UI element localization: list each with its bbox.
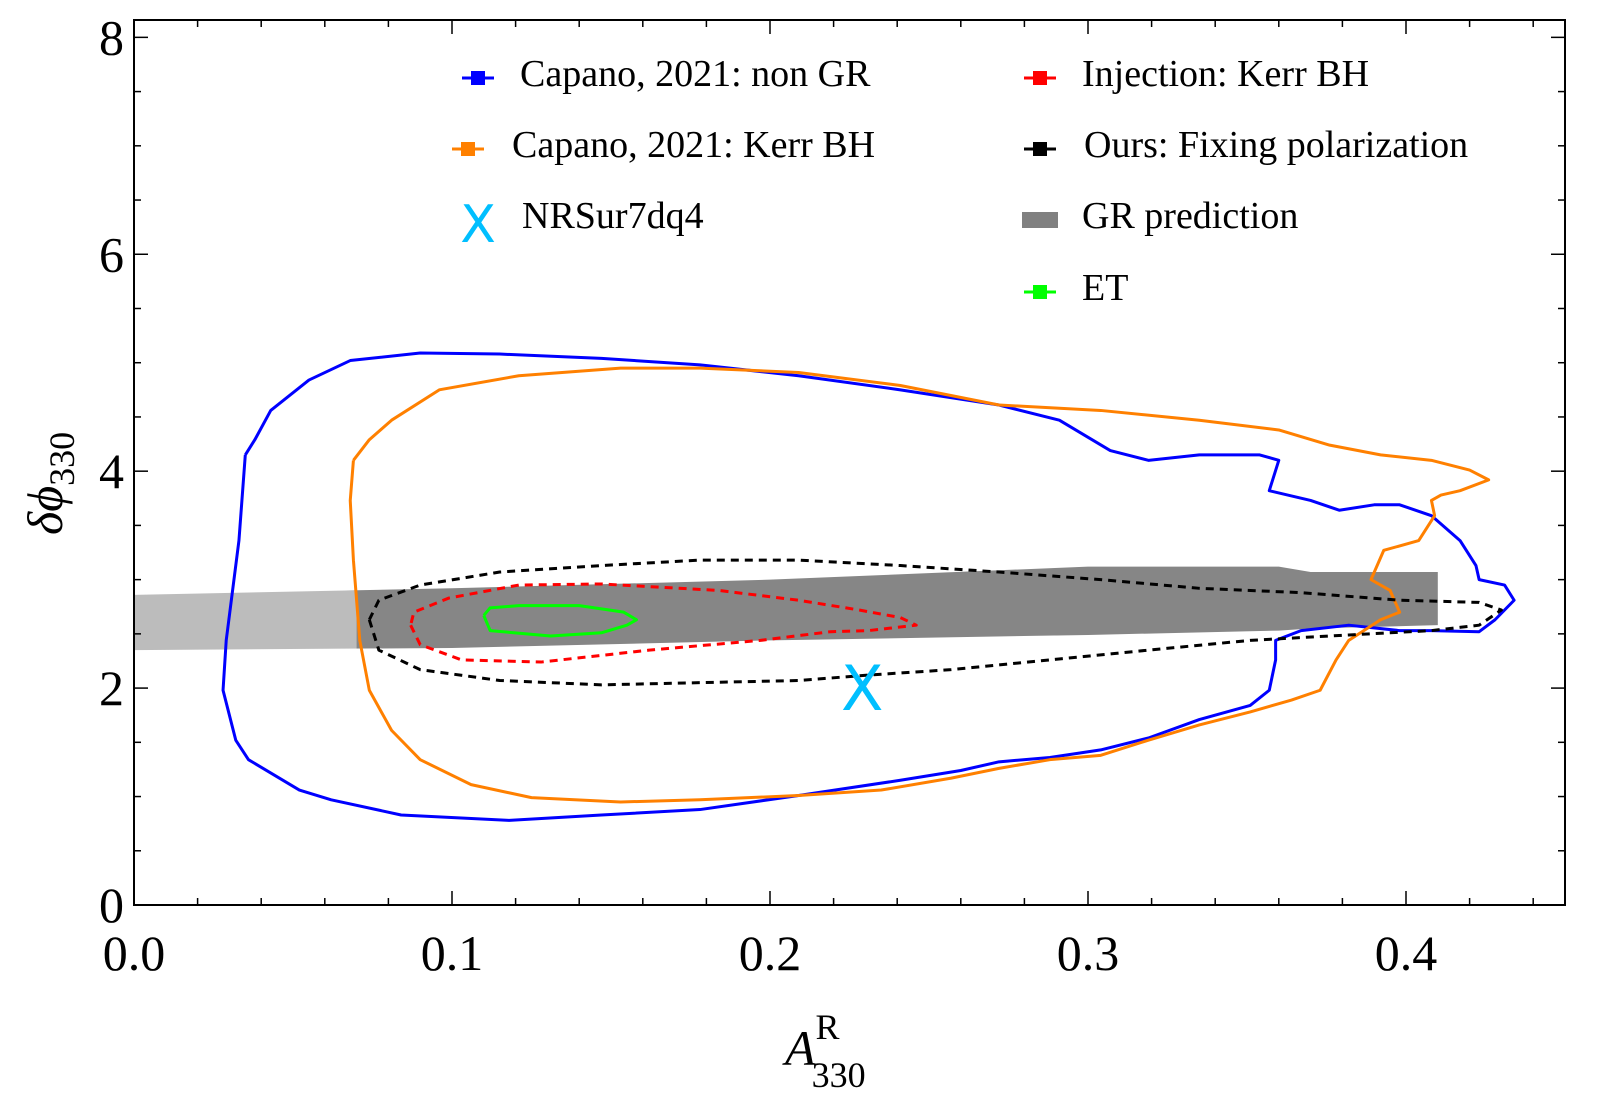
x-tick-label: 0.0 — [103, 925, 166, 981]
y-tick-label: 0 — [99, 877, 124, 933]
series-layer — [221, 351, 1516, 822]
x-axis-label: AR 330 — [782, 1007, 866, 1095]
legend-label: NRSur7dq4 — [522, 195, 704, 237]
contour-et — [482, 604, 638, 638]
legend-square-icon — [1033, 142, 1047, 156]
legend-item: Capano, 2021: Kerr BH — [452, 124, 875, 166]
y-tick-label: 6 — [99, 226, 124, 282]
x-tick-label: 0.4 — [1375, 925, 1438, 981]
x-tick-label: 0.3 — [1057, 925, 1120, 981]
x-tick-label: 0.1 — [421, 925, 484, 981]
x-tick-label: 0.2 — [739, 925, 802, 981]
legend-square-icon — [1033, 71, 1047, 85]
legend-square-icon — [1033, 285, 1047, 299]
legend-item: ET — [1024, 267, 1128, 309]
legend-band-icon — [1022, 212, 1058, 228]
legend-item: Ours: Fixing polarization — [1024, 124, 1468, 166]
legend-item: GR prediction — [1022, 195, 1298, 237]
contour-capano-2021-non-gr — [221, 351, 1516, 822]
gr-prediction-band-faded-edge — [134, 590, 357, 656]
legend-label: Capano, 2021: non GR — [520, 53, 871, 95]
gr-prediction-band — [134, 566, 1438, 651]
legend-label: GR prediction — [1082, 195, 1298, 237]
legend-item: X NRSur7dq4 — [460, 195, 703, 255]
y-tick-label: 8 — [99, 9, 124, 65]
nrsur7dq4-marker: X — [841, 652, 883, 725]
contour-ours-fixing-polarization — [367, 558, 1503, 687]
gr-prediction-band-layer — [134, 566, 1438, 656]
legend-item: Injection: Kerr BH — [1024, 53, 1369, 95]
y-tick-label: 4 — [99, 443, 124, 499]
legend-label: Ours: Fixing polarization — [1084, 124, 1468, 166]
plot-frame — [133, 19, 1566, 906]
y-tick-label: 2 — [99, 660, 124, 716]
contour-injection-kerr-bh — [409, 582, 918, 664]
marker-layer: X — [841, 652, 883, 725]
y-axis-label: δϕ330 — [17, 432, 82, 535]
legend-label: ET — [1082, 267, 1128, 309]
legend: Capano, 2021: non GR Capano, 2021: Kerr B… — [452, 53, 1468, 309]
legend-label: Injection: Kerr BH — [1082, 53, 1369, 95]
legend-label: Capano, 2021: Kerr BH — [512, 124, 875, 166]
legend-item: Capano, 2021: non GR — [462, 53, 871, 95]
legend-square-icon — [461, 142, 475, 156]
legend-square-icon — [471, 71, 485, 85]
legend-x-icon: X — [460, 195, 496, 255]
ticks: 0.0 0.1 0.2 0.3 0.4 0 2 4 6 8 — [99, 9, 1565, 981]
